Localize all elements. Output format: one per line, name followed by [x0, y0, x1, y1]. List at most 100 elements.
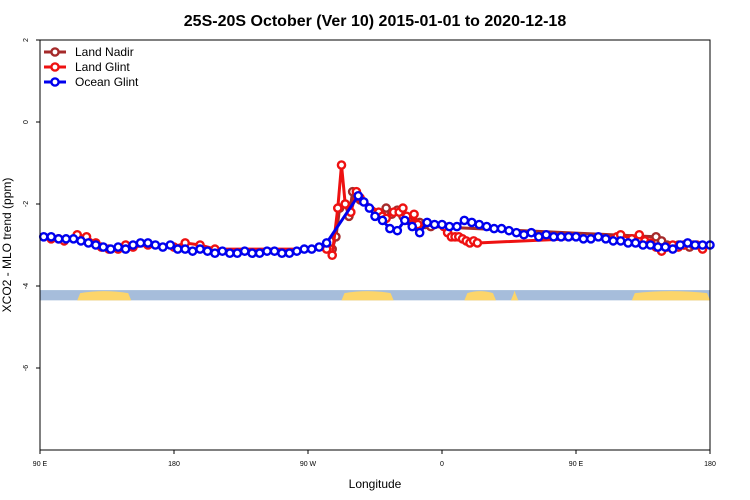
point-ocean-glint	[660, 242, 671, 252]
point-ocean-glint	[496, 223, 507, 234]
point-ocean-glint	[105, 244, 116, 254]
legend-item-ocean-glint: Ocean Glint	[44, 75, 139, 89]
point-ocean-glint	[150, 240, 161, 250]
point-land-glint	[472, 238, 483, 248]
point-ocean-glint	[377, 215, 388, 226]
y-tick-label: -4	[23, 283, 30, 289]
point-ocean-glint	[187, 246, 198, 256]
land-segment	[341, 291, 394, 301]
point-ocean-glint	[571, 231, 581, 242]
point-ocean-glint	[364, 203, 375, 213]
point-ocean-glint	[519, 229, 529, 240]
point-ocean-glint	[353, 190, 364, 201]
point-ocean-glint	[321, 238, 332, 248]
point-ocean-glint	[195, 244, 205, 254]
plot-frame	[39, 39, 711, 451]
point-ocean-glint	[459, 215, 470, 226]
point-ocean-glint	[135, 238, 146, 248]
series-ocean-glint	[38, 190, 715, 258]
point-ocean-glint	[526, 227, 537, 238]
point-ocean-glint	[623, 238, 633, 248]
legend-item-land-nadir: Land Nadir	[44, 45, 134, 59]
point-ocean-glint	[548, 231, 559, 242]
point-ocean-glint	[46, 231, 56, 242]
point-ocean-glint	[422, 217, 432, 228]
point-ocean-glint	[444, 221, 455, 232]
point-ocean-glint	[225, 248, 235, 258]
point-ocean-glint	[474, 219, 485, 230]
point-ocean-glint	[437, 219, 447, 230]
point-ocean-glint	[180, 244, 190, 254]
y-tick-label: -6	[23, 365, 30, 371]
land-mask	[40, 290, 710, 301]
point-ocean-glint	[277, 248, 287, 258]
point-ocean-glint	[232, 248, 243, 258]
point-ocean-glint	[269, 246, 280, 256]
x-tick-label: 90 W	[300, 461, 317, 468]
x-tick-label: 180	[704, 461, 716, 468]
point-ocean-glint	[68, 234, 79, 244]
point-ocean-glint	[306, 244, 317, 254]
point-ocean-glint	[511, 227, 522, 238]
land-segment	[77, 291, 132, 301]
point-ocean-glint	[414, 227, 425, 238]
point-ocean-glint	[452, 221, 462, 232]
point-ocean-glint	[91, 240, 101, 250]
point-ocean-glint	[407, 221, 418, 232]
legend-swatch-marker	[50, 77, 60, 87]
point-ocean-glint	[392, 225, 403, 236]
point-ocean-glint	[593, 231, 604, 242]
series-layer	[38, 160, 715, 261]
x-tick-label: 0	[440, 461, 444, 468]
point-ocean-glint	[630, 238, 641, 248]
y-tick-label: 2	[23, 38, 30, 42]
point-ocean-glint	[299, 244, 310, 254]
land-segment	[631, 291, 710, 301]
point-ocean-glint	[239, 246, 250, 256]
land-segment	[464, 291, 496, 301]
point-land-glint	[332, 203, 343, 213]
point-ocean-glint	[292, 246, 302, 256]
point-land-glint	[336, 160, 347, 170]
point-ocean-glint	[429, 219, 440, 230]
y-axis: 2 0 -2 -4 -6	[23, 38, 40, 371]
point-ocean-glint	[143, 238, 153, 248]
point-ocean-glint	[578, 234, 589, 244]
point-land-glint	[409, 209, 419, 220]
legend-label: Land Nadir	[75, 45, 134, 59]
point-ocean-glint	[284, 248, 295, 258]
point-ocean-glint	[481, 221, 492, 232]
x-tick-label: 90 E	[33, 461, 48, 468]
point-ocean-glint	[53, 234, 64, 244]
y-axis-label: XCO2 - MLO trend (ppm)	[0, 178, 14, 313]
point-ocean-glint	[61, 234, 71, 244]
point-ocean-glint	[682, 238, 693, 248]
point-ocean-glint	[217, 246, 228, 256]
legend-swatch-marker	[50, 62, 60, 72]
point-ocean-glint	[120, 244, 131, 254]
y-tick-label: -2	[23, 201, 30, 207]
x-axis-label: Longitude	[349, 477, 402, 491]
x-axis: 90 E 180 90 W 0 90 E 180	[33, 450, 716, 468]
point-ocean-glint	[556, 231, 566, 242]
point-land-nadir	[381, 203, 391, 213]
point-ocean-glint	[254, 248, 265, 258]
point-ocean-glint	[667, 244, 678, 254]
point-ocean-glint	[638, 240, 648, 250]
point-land-glint	[634, 229, 645, 240]
chart-title: 25S-20S October (Ver 10) 2015-01-01 to 2…	[184, 13, 567, 30]
point-ocean-glint	[533, 231, 544, 242]
point-ocean-glint	[690, 240, 700, 250]
point-ocean-glint	[466, 217, 477, 228]
point-ocean-glint	[247, 248, 257, 258]
legend-item-land-glint: Land Glint	[44, 60, 130, 74]
legend-label: Ocean Glint	[75, 75, 139, 89]
point-ocean-glint	[76, 236, 86, 246]
point-ocean-glint	[399, 215, 410, 226]
point-ocean-glint	[83, 238, 94, 248]
point-ocean-glint	[158, 242, 168, 252]
point-ocean-glint	[541, 229, 552, 240]
point-ocean-glint	[113, 242, 123, 252]
point-ocean-glint	[645, 240, 656, 250]
